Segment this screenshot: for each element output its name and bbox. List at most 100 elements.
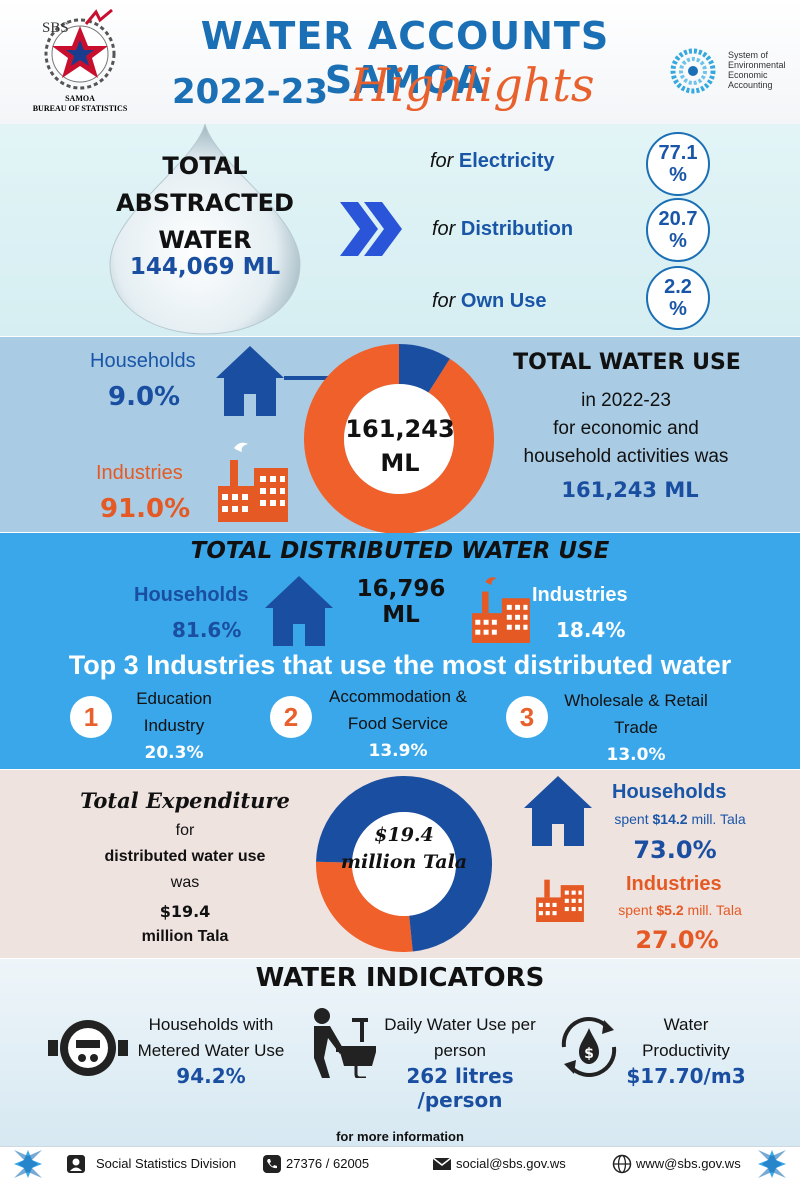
use-own-pct: 2.2 % — [646, 266, 710, 330]
rank-1-badge: 1 — [70, 696, 112, 738]
more-info-text: for more information — [336, 1129, 464, 1144]
use-electricity-pct: 77.1 % — [646, 132, 710, 196]
top1-name-line2: Industry — [143, 716, 205, 735]
seea-text: System of Environmental Economic Account… — [728, 50, 786, 90]
indicator-productivity-label1: Water — [663, 1015, 709, 1034]
indicator-productivity-label2: Productivity — [642, 1041, 730, 1060]
total-use-households-pct: 9.0% — [108, 382, 181, 412]
connector-line — [284, 376, 334, 380]
globe-icon — [612, 1154, 632, 1174]
use-distribution-label: for Distribution — [432, 218, 574, 240]
expenditure-title: Total Expenditure — [80, 788, 290, 813]
seea-logo — [670, 48, 716, 94]
donut-slice-households — [316, 776, 492, 952]
hand-washing-icon — [314, 1008, 376, 1078]
expenditure-line3: was — [170, 874, 200, 891]
expenditure-households-sub: spent $14.2 mill. Tala — [614, 811, 746, 827]
abstracted-value: 144,069 ML — [129, 254, 281, 280]
logo-abbrev: SBS — [42, 20, 69, 36]
indicator-meter-label1: Households with — [148, 1015, 274, 1034]
expenditure-industries-pct: 27.0% — [635, 926, 719, 954]
donut-slice-households — [398, 344, 450, 394]
total-use-title: TOTAL WATER USE — [513, 350, 741, 375]
top3-title: Top 3 Industries that use the most distr… — [68, 650, 732, 680]
expenditure-industries-sub: spent $5.2 mill. Tala — [618, 902, 742, 918]
rank-3-badge: 3 — [506, 696, 548, 738]
indicator-daily-label1: Daily Water Use per — [384, 1015, 536, 1034]
email-icon — [432, 1157, 452, 1170]
factory-icon — [472, 577, 530, 643]
footer-phone[interactable]: 27376 / 62005 — [286, 1156, 370, 1171]
expenditure-value-line2: million Tala — [141, 928, 229, 945]
use-distribution-pct: 20.7 % — [646, 198, 710, 262]
donut-slice-industries — [304, 344, 494, 534]
house-icon — [524, 776, 592, 846]
top2-pct: 13.9% — [368, 741, 428, 761]
top3-name-line2: Trade — [614, 718, 658, 737]
house-icon — [265, 576, 333, 646]
top2-name-line1: Accommodation & — [329, 687, 467, 706]
distributed-industries-label: Industries — [532, 584, 628, 606]
distributed-value: 16,796 ML — [356, 576, 446, 628]
expenditure-households-pct: 73.0% — [633, 836, 717, 864]
total-use-line3: household activities was — [523, 446, 729, 467]
ornament-icon — [758, 1150, 786, 1178]
ornament-icon — [14, 1150, 42, 1178]
top3-pct: 13.0% — [606, 745, 666, 765]
total-use-donut-center: 161,243 ML — [345, 415, 455, 477]
expenditure-line2: distributed water use — [104, 848, 266, 865]
phone-icon — [263, 1155, 281, 1173]
total-use-line1: in 2022-23 — [581, 390, 671, 411]
distributed-households-pct: 81.6% — [172, 618, 242, 642]
distributed-title: TOTAL DISTRIBUTED WATER USE — [190, 538, 610, 564]
total-use-industries-pct: 91.0% — [100, 494, 191, 524]
expenditure-industries-label: Industries — [626, 873, 722, 895]
footer — [0, 1146, 800, 1182]
top2-name-line2: Food Service — [347, 714, 449, 733]
svg-text:$: $ — [584, 1046, 594, 1062]
logo-name-line2: BUREAU OF STATISTICS — [32, 104, 128, 113]
title-highlights: Highlights — [350, 58, 595, 112]
indicator-meter-value: 94.2% — [176, 1064, 246, 1088]
footer-email[interactable]: social@sbs.gov.ws — [456, 1156, 566, 1171]
rank-2-badge: 2 — [270, 696, 312, 738]
indicators-section — [0, 959, 800, 1149]
indicator-daily-value: 262 litres /person — [406, 1064, 514, 1112]
top1-pct: 20.3% — [144, 743, 204, 763]
use-electricity-label: for Electricity — [430, 150, 555, 172]
distributed-households-label: Households — [134, 584, 249, 606]
expenditure-donut — [316, 776, 492, 952]
double-chevron-icon — [340, 202, 402, 256]
total-use-donut — [304, 344, 494, 534]
title-year: 2022-23 — [172, 72, 329, 112]
total-use-value: 161,243 ML — [561, 478, 699, 502]
factory-icon — [218, 442, 288, 522]
indicators-title: WATER INDICATORS — [255, 963, 545, 993]
donut-hole — [344, 384, 454, 494]
total-use-households-label: Households — [90, 350, 196, 372]
sbs-logo — [44, 8, 116, 90]
top1-name-line1: Education — [136, 689, 212, 708]
indicator-daily-label2: person — [434, 1041, 486, 1060]
donut-slice-industries — [316, 861, 413, 952]
water-cycle-icon: $ — [561, 1017, 617, 1077]
distributed-industries-pct: 18.4% — [556, 618, 626, 642]
page-title: WATER ACCOUNTS SAMOA — [200, 14, 610, 102]
logo-name-line1: SAMOA — [65, 94, 95, 103]
water-drop-icon — [109, 124, 301, 335]
abstracted-title: TOTAL ABSTRACTED WATER — [116, 152, 294, 254]
contact-card-icon — [67, 1155, 85, 1173]
top3-name-line1: Wholesale & Retail — [564, 691, 708, 710]
indicator-productivity-value: $17.70/m3 — [626, 1064, 746, 1088]
header — [0, 0, 800, 124]
use-own-label: for Own Use — [432, 290, 547, 312]
distributed-section — [0, 533, 800, 769]
footer-website[interactable]: www@sbs.gov.ws — [636, 1156, 741, 1171]
house-icon — [216, 346, 284, 416]
expenditure-donut-center: $19.4 million Tala — [340, 824, 468, 873]
indicator-meter-label2: Metered Water Use — [137, 1041, 285, 1060]
expenditure-value-line1: $19.4 — [159, 902, 211, 921]
donut-hole — [352, 812, 456, 916]
water-meter-icon — [48, 1020, 128, 1076]
expenditure-line1: for — [175, 822, 195, 839]
